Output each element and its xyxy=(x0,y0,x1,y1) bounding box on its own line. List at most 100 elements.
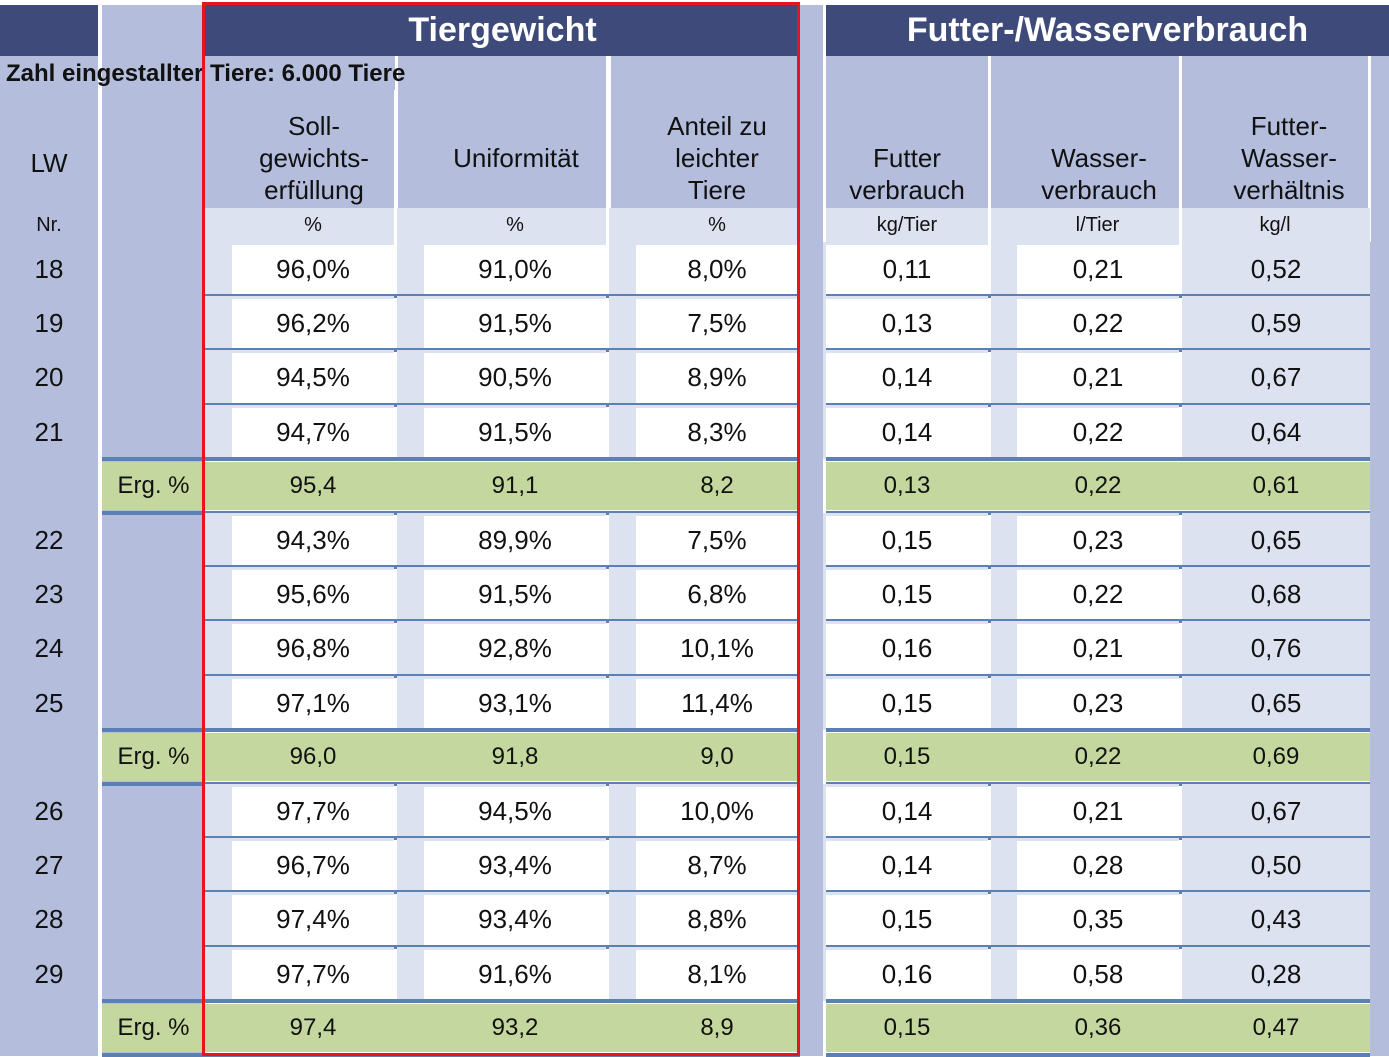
cell-verhaeltnis: 0,68 xyxy=(1250,578,1302,609)
hdr-separator xyxy=(1179,208,1182,242)
sum-cell-futter: 0,13 xyxy=(883,472,931,499)
cell-bg xyxy=(636,408,798,459)
cell-bg xyxy=(636,624,798,676)
cell-bg xyxy=(1017,353,1179,405)
cell-bg xyxy=(1182,676,1370,730)
cell-uniform: 93,4% xyxy=(478,849,552,880)
cell-bg xyxy=(1017,245,1179,296)
cell-bg xyxy=(1182,242,1370,296)
cell-verhaeltnis: 0,65 xyxy=(1250,524,1302,555)
cell-bg xyxy=(1017,895,1179,947)
sum-row-bg xyxy=(102,1004,800,1052)
cell-bg xyxy=(232,408,394,459)
cell-futter: 0,15 xyxy=(881,524,933,555)
hdr-separator xyxy=(823,56,826,242)
cell-uniform: 94,5% xyxy=(478,795,552,826)
cell-bg xyxy=(826,787,988,838)
col-header-wasser: Wasser- verbrauch xyxy=(1041,143,1157,205)
cell-uniform: 90,5% xyxy=(478,362,552,392)
cell-bg xyxy=(826,516,988,567)
col-header-verhaeltnis: Futter- Wasser- verhältnis xyxy=(1233,111,1345,205)
cell-bg xyxy=(1182,567,1370,621)
row-lw: 18 xyxy=(34,253,64,284)
cell-soll: 97,7% xyxy=(276,958,350,989)
cell-soll: 94,7% xyxy=(276,416,350,447)
cell-futter: 0,15 xyxy=(881,578,933,609)
cell-soll: 96,0% xyxy=(276,253,350,284)
sum-row-label: Erg. % xyxy=(117,743,190,770)
sum-cell-wasser: 0,22 xyxy=(1074,472,1122,499)
row-divider xyxy=(102,457,800,461)
cell-wasser: 0,23 xyxy=(1072,687,1124,718)
cell-bg xyxy=(1182,296,1370,350)
label-column-bg xyxy=(102,5,205,1056)
hdr-separator xyxy=(1368,56,1371,242)
sum-row-bg xyxy=(826,733,1370,781)
row-divider xyxy=(826,999,1370,1003)
row-divider xyxy=(102,728,800,732)
cell-uniform: 91,0% xyxy=(478,253,552,284)
cell-bg xyxy=(1017,787,1179,838)
cell-wasser: 0,21 xyxy=(1072,253,1124,284)
cell-bg xyxy=(1182,621,1370,676)
cell-soll: 97,4% xyxy=(276,904,350,934)
col-header-lw: LW xyxy=(30,148,68,178)
cell-uniform: 91,5% xyxy=(478,307,552,338)
unit-wasser: l/Tier xyxy=(1075,213,1120,236)
cell-bg xyxy=(232,570,394,621)
hdr-bg-verhaeltnis xyxy=(1182,56,1368,208)
cell-anteil: 10,1% xyxy=(680,633,754,663)
cell-bg xyxy=(424,679,606,730)
cell-bg xyxy=(826,841,988,892)
cell-uniform: 91,5% xyxy=(478,416,552,447)
cell-bg xyxy=(826,624,988,676)
cell-verhaeltnis: 0,64 xyxy=(1250,416,1302,447)
cell-bg xyxy=(636,679,798,730)
row-divider xyxy=(826,457,1370,461)
cell-anteil: 8,8% xyxy=(687,904,747,934)
group-title-tiergewicht: Tiergewicht xyxy=(205,5,800,56)
cell-bg xyxy=(1182,947,1370,1001)
cell-bg xyxy=(232,679,394,730)
cell-anteil: 7,5% xyxy=(687,524,747,555)
cell-soll: 97,1% xyxy=(276,687,350,718)
hdr-separator xyxy=(606,56,609,242)
cell-soll: 96,2% xyxy=(276,307,350,338)
sum-cell-verhaeltnis: 0,61 xyxy=(1252,472,1300,499)
row-lw: 22 xyxy=(34,524,64,555)
cell-wasser: 0,21 xyxy=(1072,795,1124,826)
sum-row-bg xyxy=(826,462,1370,510)
cell-uniform: 89,9% xyxy=(478,524,552,555)
cell-bg xyxy=(1017,950,1179,1001)
cell-bg xyxy=(1017,299,1179,350)
cell-futter: 0,13 xyxy=(881,307,933,338)
row-lw: 23 xyxy=(34,578,64,609)
cell-bg xyxy=(636,353,798,405)
cell-bg xyxy=(232,895,394,947)
cell-anteil: 8,1% xyxy=(687,958,747,989)
row-lw: 27 xyxy=(34,849,64,880)
cell-bg xyxy=(232,950,394,1001)
row-lw: 26 xyxy=(34,795,64,826)
cell-verhaeltnis: 0,50 xyxy=(1250,849,1302,880)
cell-uniform: 91,6% xyxy=(478,958,552,989)
lw-column-bg xyxy=(0,56,98,1056)
sum-row-bg xyxy=(102,462,800,510)
hdr-separator xyxy=(988,208,991,242)
cell-bg xyxy=(1017,841,1179,892)
cell-bg xyxy=(1182,784,1370,838)
unit-verhaeltnis: kg/l xyxy=(1259,213,1291,236)
cell-anteil: 8,0% xyxy=(687,253,747,284)
cell-bg xyxy=(1182,838,1370,892)
row-lw: 25 xyxy=(34,687,64,718)
unit-futter: kg/Tier xyxy=(876,213,938,236)
unit-row-bg xyxy=(205,208,800,242)
unit-soll: % xyxy=(304,213,322,236)
hdr-bg-futter xyxy=(826,56,988,208)
cell-bg xyxy=(232,841,394,892)
cell-wasser: 0,35 xyxy=(1072,904,1124,934)
hdr-separator xyxy=(606,208,609,242)
sum-cell-futter: 0,15 xyxy=(883,1014,931,1041)
cell-futter: 0,14 xyxy=(881,416,933,447)
sum-cell-uniform: 91,8 xyxy=(491,743,539,770)
